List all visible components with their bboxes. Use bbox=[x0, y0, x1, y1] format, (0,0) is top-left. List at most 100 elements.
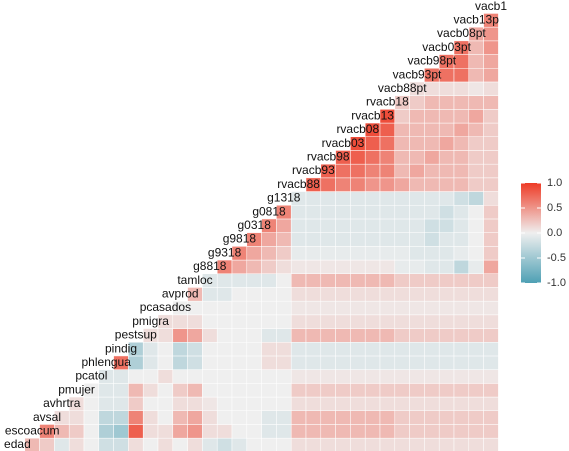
cell bbox=[335, 396, 351, 411]
cell bbox=[409, 314, 425, 329]
cell bbox=[350, 287, 366, 302]
cell bbox=[276, 396, 292, 411]
cell bbox=[335, 437, 351, 451]
cell bbox=[276, 300, 292, 316]
cell bbox=[335, 383, 351, 398]
cell bbox=[187, 410, 203, 425]
variable-label: rvacb08 bbox=[336, 122, 379, 136]
cell bbox=[320, 410, 336, 425]
cell bbox=[320, 232, 336, 247]
cell bbox=[320, 355, 336, 370]
cell bbox=[468, 122, 484, 138]
cell bbox=[202, 396, 218, 411]
cell bbox=[379, 191, 396, 206]
cell bbox=[172, 396, 188, 411]
cell bbox=[335, 328, 351, 343]
cell bbox=[261, 410, 277, 425]
cell bbox=[468, 205, 484, 220]
cell bbox=[172, 369, 188, 384]
cell bbox=[350, 259, 366, 274]
cell bbox=[172, 314, 188, 329]
cell bbox=[305, 396, 322, 411]
cell bbox=[483, 273, 499, 288]
cell bbox=[453, 95, 470, 110]
cell bbox=[290, 342, 307, 357]
cell bbox=[424, 328, 440, 343]
cell bbox=[424, 246, 440, 261]
cell bbox=[483, 191, 499, 206]
cell bbox=[305, 369, 322, 384]
cell bbox=[438, 122, 455, 138]
cell bbox=[483, 26, 499, 42]
variable-label: g8818 bbox=[193, 259, 227, 273]
cell bbox=[394, 424, 410, 439]
cell bbox=[305, 437, 322, 451]
cell bbox=[216, 328, 233, 343]
cell bbox=[453, 259, 470, 274]
cell bbox=[453, 218, 470, 233]
cell bbox=[246, 437, 262, 451]
cell bbox=[305, 191, 322, 206]
cell bbox=[394, 273, 410, 288]
cell bbox=[468, 136, 484, 151]
cell bbox=[394, 136, 410, 151]
cell bbox=[276, 424, 292, 439]
cell bbox=[438, 68, 455, 83]
cell bbox=[142, 369, 159, 384]
cell bbox=[113, 383, 129, 398]
cell bbox=[320, 273, 336, 288]
cell bbox=[231, 369, 248, 384]
cell bbox=[39, 437, 55, 451]
cell bbox=[438, 205, 455, 220]
cell bbox=[350, 246, 366, 261]
cell bbox=[468, 437, 484, 451]
cell bbox=[172, 383, 188, 398]
cell bbox=[98, 396, 114, 411]
cell bbox=[246, 273, 262, 288]
cell bbox=[438, 287, 455, 302]
cell bbox=[128, 396, 144, 411]
cell bbox=[246, 342, 262, 357]
cell bbox=[305, 424, 322, 439]
cell bbox=[394, 383, 410, 398]
cell bbox=[394, 314, 410, 329]
cell bbox=[261, 287, 277, 302]
cell bbox=[320, 205, 336, 220]
cell bbox=[113, 424, 129, 439]
cell bbox=[483, 410, 499, 425]
cell bbox=[468, 342, 484, 357]
variable-label: rvacb98 bbox=[307, 149, 350, 163]
cell bbox=[202, 410, 218, 425]
cell bbox=[113, 369, 129, 384]
cell bbox=[335, 218, 351, 233]
cell bbox=[128, 437, 144, 451]
cell bbox=[394, 342, 410, 357]
cell bbox=[335, 287, 351, 302]
cell bbox=[409, 150, 425, 165]
variable-label: avprod bbox=[162, 286, 199, 300]
variable-label: rvacb03 bbox=[322, 136, 365, 150]
cell bbox=[424, 383, 440, 398]
cell bbox=[261, 273, 277, 288]
cell bbox=[379, 410, 396, 425]
cell bbox=[187, 396, 203, 411]
cell bbox=[320, 287, 336, 302]
cell bbox=[364, 328, 381, 343]
heatmap bbox=[24, 13, 499, 451]
cell bbox=[142, 396, 159, 411]
cell bbox=[364, 396, 381, 411]
variable-label: vacb98pt bbox=[407, 54, 456, 68]
cell bbox=[453, 81, 470, 96]
cell bbox=[261, 355, 277, 370]
cell bbox=[424, 287, 440, 302]
cell bbox=[172, 355, 188, 370]
cell bbox=[483, 81, 499, 96]
cell bbox=[424, 259, 440, 274]
cell bbox=[438, 246, 455, 261]
cell bbox=[453, 300, 470, 316]
cell bbox=[231, 342, 248, 357]
cell bbox=[350, 383, 366, 398]
cell bbox=[231, 424, 248, 439]
cell bbox=[409, 437, 425, 451]
cell bbox=[394, 109, 410, 124]
